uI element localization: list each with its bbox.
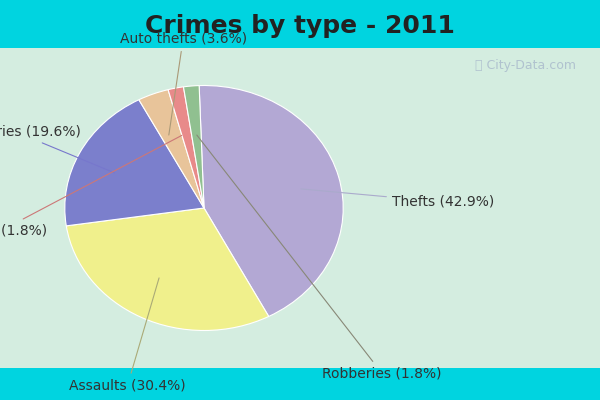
- Wedge shape: [168, 87, 204, 208]
- Text: ⓘ City-Data.com: ⓘ City-Data.com: [475, 59, 576, 72]
- Text: Arson (1.8%): Arson (1.8%): [0, 136, 182, 237]
- Wedge shape: [139, 90, 204, 208]
- Text: Crimes by type - 2011: Crimes by type - 2011: [145, 14, 455, 38]
- Wedge shape: [65, 100, 204, 226]
- Text: Auto thefts (3.6%): Auto thefts (3.6%): [119, 32, 247, 135]
- Text: Burglaries (19.6%): Burglaries (19.6%): [0, 125, 115, 173]
- Text: Thefts (42.9%): Thefts (42.9%): [301, 189, 494, 209]
- Wedge shape: [199, 86, 343, 316]
- Wedge shape: [184, 86, 204, 208]
- Wedge shape: [66, 208, 269, 330]
- Text: Robberies (1.8%): Robberies (1.8%): [197, 135, 442, 380]
- Text: Assaults (30.4%): Assaults (30.4%): [69, 278, 186, 393]
